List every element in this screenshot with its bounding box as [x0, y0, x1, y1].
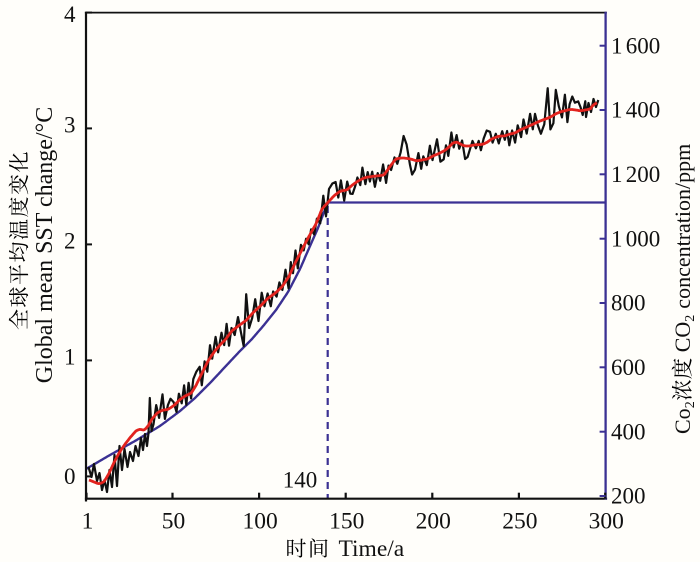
svg-text:1: 1 [64, 345, 76, 370]
svg-text:1: 1 [611, 162, 623, 187]
svg-text:Global mean SST change/°C: Global mean SST change/°C [32, 107, 58, 383]
svg-text:Time/a: Time/a [339, 536, 405, 562]
svg-text:1: 1 [611, 33, 623, 58]
svg-text:200: 200 [626, 162, 661, 187]
svg-text:150: 150 [329, 508, 364, 534]
svg-text:4: 4 [64, 2, 76, 27]
svg-text:250: 250 [502, 508, 537, 534]
svg-text:2: 2 [683, 401, 698, 408]
svg-text:200: 200 [416, 508, 451, 534]
svg-text:140: 140 [283, 468, 318, 493]
svg-text:200: 200 [611, 484, 646, 509]
svg-text:600: 600 [611, 355, 646, 380]
svg-text:0: 0 [64, 464, 76, 489]
svg-text:300: 300 [589, 508, 624, 534]
svg-text:400: 400 [626, 98, 661, 123]
svg-text:50: 50 [162, 508, 186, 534]
svg-text:CO: CO [670, 322, 695, 353]
svg-text:Co: Co [670, 408, 695, 434]
svg-text:800: 800 [611, 291, 646, 316]
svg-text:1: 1 [611, 98, 623, 123]
svg-text:000: 000 [626, 226, 661, 251]
svg-text:600: 600 [626, 33, 661, 58]
svg-text:400: 400 [611, 419, 646, 444]
svg-text:concentration/ppm: concentration/ppm [670, 144, 695, 309]
svg-text:100: 100 [242, 508, 277, 534]
svg-text:2: 2 [64, 229, 76, 254]
svg-text:2: 2 [683, 315, 698, 322]
svg-text:1: 1 [611, 226, 623, 251]
svg-text:1: 1 [82, 508, 94, 534]
svg-text:3: 3 [64, 113, 76, 138]
